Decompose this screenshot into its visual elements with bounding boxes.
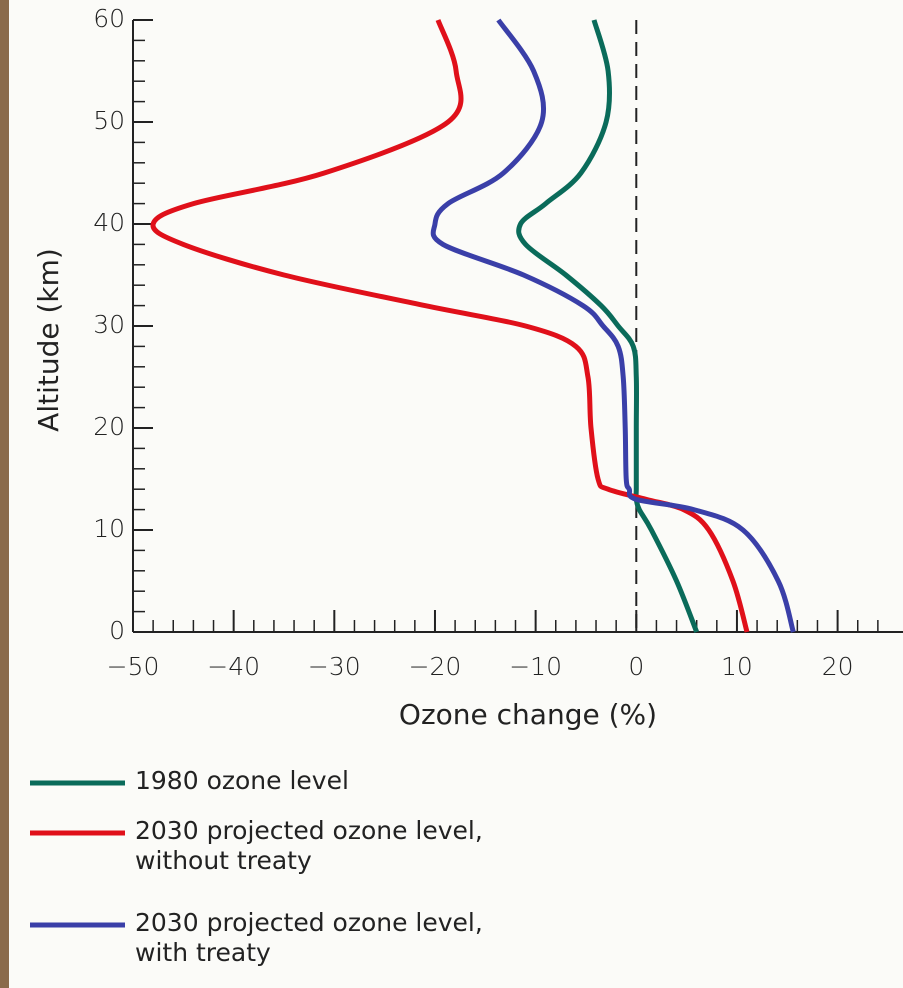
y-tick-label: 20 <box>93 412 125 441</box>
y-tick-label: 50 <box>93 106 125 135</box>
y-tick-label: 40 <box>93 208 125 237</box>
y-tick-label: 30 <box>93 310 125 339</box>
ozone-curve <box>516 19 700 633</box>
x-tick-label: 10 <box>721 652 753 681</box>
page-edge <box>0 0 9 988</box>
x-tick-label: −20 <box>409 652 462 681</box>
y-axis-title: Altitude (km) <box>32 248 65 432</box>
x-tick-label: 20 <box>822 652 854 681</box>
legend-label: 1980 ozone level <box>135 766 349 795</box>
x-tick-label: −40 <box>207 652 260 681</box>
x-tick-label: 0 <box>628 652 644 681</box>
legend-label: 2030 projected ozone level, without trea… <box>135 816 483 875</box>
x-tick-label: −10 <box>509 652 562 681</box>
x-axis-title: Ozone change (%) <box>399 698 657 731</box>
y-tick-label: 10 <box>93 514 125 543</box>
x-tick-label: −30 <box>308 652 361 681</box>
y-tick-label: 0 <box>109 616 125 645</box>
ozone-curve <box>430 18 796 633</box>
legend-label: 2030 projected ozone level, with treaty <box>135 908 483 967</box>
x-tick-label: −50 <box>107 652 160 681</box>
y-tick-label: 60 <box>93 4 125 33</box>
